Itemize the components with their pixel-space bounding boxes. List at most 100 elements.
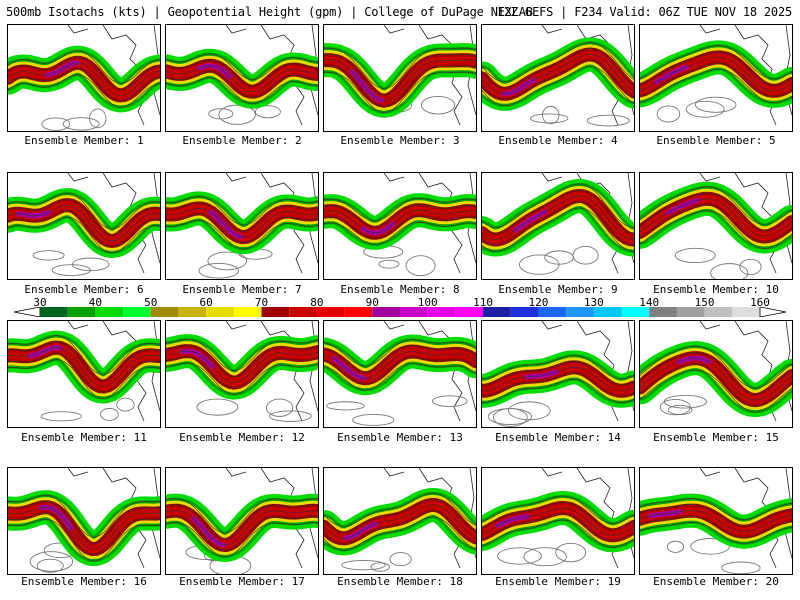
height-contour-line: [640, 504, 792, 527]
colorbar-swatch: [206, 307, 234, 317]
jet-stream-map: [166, 321, 318, 422]
height-contour-line: [482, 495, 634, 524]
height-contour-line: [324, 339, 476, 367]
jet-stream-map: [324, 321, 476, 426]
jet-stream-map: [640, 468, 792, 574]
header: 500mb Isotachs (kts) | Geopotential Heig…: [0, 0, 800, 22]
height-contour-line: [482, 42, 634, 83]
height-contour: [207, 251, 248, 271]
ensemble-map-7: [165, 172, 319, 280]
colorbar-swatch: [372, 307, 400, 317]
height-contour-line: [324, 197, 476, 222]
height-contour: [420, 96, 456, 115]
ensemble-member-label: Ensemble Member: 1: [24, 134, 144, 147]
height-contour-line: [166, 504, 318, 540]
height-contour-line: [166, 196, 318, 226]
height-contour: [690, 538, 730, 555]
colorbar-swatch: [566, 307, 594, 317]
height-contour: [116, 397, 135, 412]
colorbar-tick-label: 150: [694, 296, 715, 309]
ensemble-map-3: [323, 24, 477, 132]
height-contour: [529, 113, 569, 124]
height-contour: [341, 560, 386, 571]
height-contour-line: [640, 516, 792, 539]
height-contour-line: [640, 192, 792, 231]
height-contour-line: [166, 220, 318, 250]
height-contour: [29, 551, 74, 572]
height-contour: [519, 254, 560, 275]
height-contour-line: [640, 522, 792, 545]
height-contour: [666, 540, 685, 553]
height-contour-line: [640, 51, 792, 86]
ensemble-member-label: Ensemble Member: 19: [495, 575, 621, 588]
height-contour-line: [482, 189, 634, 234]
height-contour-line: [640, 57, 792, 92]
jet-stream-map: [166, 173, 318, 279]
height-contour-line: [166, 510, 318, 546]
height-contour-line: [166, 77, 318, 104]
height-contour: [51, 264, 91, 276]
colorbar-swatch: [400, 307, 428, 317]
height-contour-line: [166, 214, 318, 244]
height-contour-line: [482, 195, 634, 240]
height-contour-line: [324, 363, 476, 391]
ensemble-member-label: Ensemble Member: 15: [653, 431, 779, 444]
colorbar-swatch: [732, 307, 760, 317]
height-contour: [196, 398, 239, 416]
height-contour: [685, 100, 725, 118]
height-contour: [487, 408, 533, 425]
jet-stream-map: [166, 468, 318, 574]
height-contour: [218, 104, 256, 125]
colorbar-max-arrow: [759, 307, 787, 317]
height-contour: [586, 114, 630, 127]
height-contour: [555, 542, 587, 563]
height-contour: [36, 558, 64, 573]
height-contour-line: [640, 363, 792, 407]
colorbar-swatch: [95, 307, 124, 317]
ensemble-map-2: [165, 24, 319, 132]
height-contour: [62, 117, 100, 131]
colorbar-swatch: [427, 307, 456, 317]
height-contour: [656, 105, 681, 123]
height-contour-line: [482, 48, 634, 89]
height-contour-line: [8, 512, 160, 556]
height-contour-line: [482, 378, 634, 404]
height-contour: [40, 411, 82, 422]
height-contour-line: [640, 210, 792, 249]
height-contour: [32, 250, 65, 261]
ensemble-member-label: Ensemble Member: 3: [340, 134, 460, 147]
jet-stream-map: [482, 25, 634, 127]
ensemble-member-label: Ensemble Member: 13: [337, 431, 463, 444]
ensemble-map-15: [639, 320, 793, 428]
height-contour-line: [324, 209, 476, 234]
colorbar-tick-label: 60: [199, 296, 213, 309]
colorbar-tick-label: 140: [639, 296, 660, 309]
ensemble-map-10: [639, 172, 793, 280]
colorbar-swatch: [316, 307, 345, 317]
colorbar-swatch: [150, 307, 179, 317]
height-contour: [667, 404, 693, 416]
jet-stream-map: [8, 321, 160, 422]
height-contour-line: [482, 360, 634, 386]
height-contour-line: [324, 215, 476, 240]
colorbar-swatch: [704, 307, 733, 317]
page-title: 500mb Isotachs (kts) | Geopotential Heig…: [6, 5, 533, 19]
height-contour: [572, 246, 599, 265]
jet-stream-map: [640, 25, 792, 126]
height-contour-line: [482, 207, 634, 252]
height-contour: [266, 398, 294, 417]
height-contour-line: [8, 500, 160, 544]
height-contour-line: [640, 186, 792, 225]
ensemble-member-label: Ensemble Member: 11: [21, 431, 147, 444]
height-contour-line: [324, 221, 476, 246]
colorbar-tick-label: 160: [750, 296, 770, 309]
height-contour-line: [640, 45, 792, 80]
colorbar-legend: 30405060708090100110120130140150160170: [0, 296, 800, 320]
ensemble-member-label: Ensemble Member: 10: [653, 283, 779, 296]
ensemble-member-label: Ensemble Member: 12: [179, 431, 305, 444]
height-contour-line: [640, 369, 792, 413]
height-contour: [431, 395, 468, 407]
height-contour-line: [166, 498, 318, 534]
height-contour: [378, 259, 400, 269]
ensemble-member-label: Ensemble Member: 9: [498, 283, 618, 296]
